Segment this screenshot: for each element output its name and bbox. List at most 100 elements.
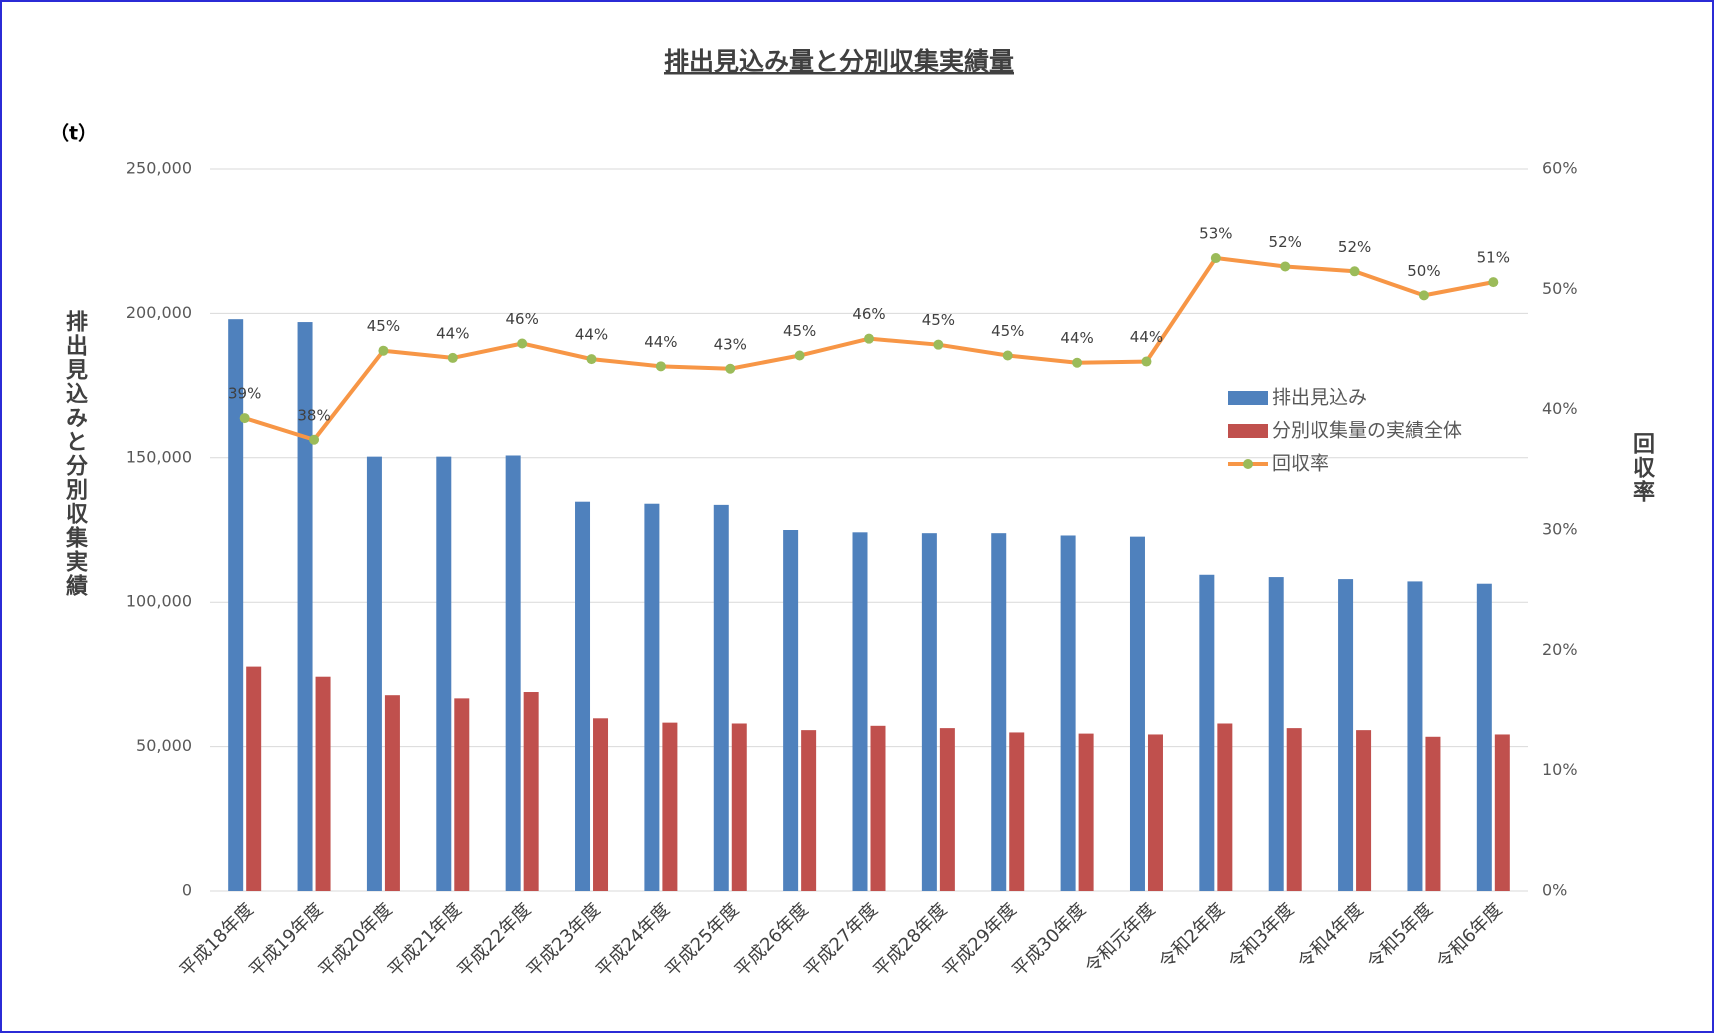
legend-label: 排出見込み (1272, 387, 1367, 409)
legend-label: 分別収集量の実績全体 (1272, 420, 1462, 442)
x-tick-label: 令和6年度 (1433, 899, 1507, 973)
data-label: 44% (1060, 329, 1093, 347)
bar (1217, 723, 1233, 891)
data-label: 44% (436, 324, 469, 342)
x-tick-label: 平成27年度 (800, 899, 882, 981)
data-label: 52% (1269, 233, 1302, 251)
y-tick-label: 200,000 (126, 303, 192, 322)
x-tick-label: 平成21年度 (384, 899, 466, 981)
bar (436, 456, 452, 891)
data-label: 45% (783, 322, 816, 340)
bar (1338, 579, 1354, 891)
data-label: 53% (1199, 225, 1232, 243)
x-tick-label: 平成25年度 (661, 899, 743, 981)
data-label: 44% (1130, 328, 1163, 346)
x-tick-label: 令和2年度 (1155, 899, 1229, 973)
y2-tick-label: 10% (1542, 760, 1578, 779)
x-tick-label: 平成22年度 (453, 899, 535, 981)
rate-marker (1349, 266, 1360, 277)
bar (384, 695, 400, 891)
rate-marker (447, 352, 458, 363)
rate-marker (378, 345, 389, 356)
x-tick-label: 令和3年度 (1224, 899, 1298, 973)
legend-label: 回収率 (1272, 453, 1329, 475)
rate-line (244, 256, 1494, 442)
x-tick-label: 平成24年度 (592, 899, 674, 981)
bar (246, 666, 262, 891)
bar (315, 676, 331, 891)
bar (523, 692, 539, 891)
y-tick-label: 100,000 (126, 592, 192, 611)
bar (921, 533, 937, 891)
bar (1147, 734, 1163, 891)
rate-marker (1280, 261, 1291, 272)
x-tick-label: 令和5年度 (1363, 899, 1437, 973)
rate-marker (586, 354, 597, 365)
rate-marker (309, 434, 320, 445)
bar (991, 533, 1007, 891)
bar (713, 504, 729, 891)
bar (1199, 574, 1215, 891)
bar (783, 530, 799, 891)
legend-swatch (1228, 424, 1268, 438)
data-label: 52% (1338, 238, 1371, 256)
data-label: 46% (505, 310, 538, 328)
data-label: 45% (991, 322, 1024, 340)
x-tick-label: 平成26年度 (731, 899, 813, 981)
x-tick-label: 令和元年度 (1081, 899, 1159, 977)
data-label: 51% (1477, 249, 1510, 267)
rate-marker (1418, 290, 1429, 301)
bar (1060, 535, 1076, 891)
rate-marker (794, 350, 805, 361)
bar (939, 728, 955, 891)
data-label: 44% (644, 333, 677, 351)
rate-marker (1002, 350, 1013, 361)
legend-marker (1243, 459, 1253, 469)
bar (297, 322, 313, 892)
x-tick-label: 平成29年度 (939, 899, 1021, 981)
x-tick-label: 平成19年度 (245, 899, 327, 981)
data-label: 39% (228, 385, 261, 403)
y-tick-label: 0 (182, 881, 192, 900)
x-tick-label: 平成18年度 (176, 899, 258, 981)
bar (228, 319, 244, 891)
chart-title: 排出見込み量と分別収集実績量 (664, 47, 1014, 76)
y-tick-label: 250,000 (126, 159, 192, 178)
bar (662, 722, 678, 891)
bar (870, 725, 886, 891)
bar (801, 730, 817, 891)
data-label: 38% (297, 406, 330, 424)
y-tick-label: 150,000 (126, 447, 192, 466)
y2-axis-title: 回収率 (1629, 432, 1654, 504)
rate-marker (1488, 277, 1499, 288)
rate-marker (1072, 357, 1083, 368)
bar (1009, 732, 1025, 891)
bar (593, 718, 609, 891)
x-tick-label: 令和4年度 (1294, 899, 1368, 973)
y2-tick-label: 50% (1542, 279, 1578, 298)
data-label: 46% (852, 305, 885, 323)
data-label: 45% (922, 311, 955, 329)
y-axis-title: 排出見込みと分別収集実績 (62, 310, 87, 598)
rate-marker (933, 339, 944, 350)
rate-marker (239, 413, 250, 424)
legend-swatch (1228, 391, 1268, 405)
bar (505, 455, 521, 891)
bar (575, 501, 591, 891)
y2-tick-label: 40% (1542, 399, 1578, 418)
x-tick-label: 平成30年度 (1008, 899, 1090, 981)
bar (1407, 581, 1423, 891)
unit-label: （t） (50, 122, 97, 145)
data-label: 44% (575, 326, 608, 344)
y2-tick-label: 20% (1542, 640, 1578, 659)
bar (644, 503, 660, 891)
bar (1129, 536, 1145, 891)
bar (366, 456, 382, 891)
bar (1494, 734, 1510, 891)
x-tick-label: 平成23年度 (523, 899, 605, 981)
y2-tick-label: 30% (1542, 520, 1578, 539)
x-tick-label: 平成20年度 (315, 899, 397, 981)
bar (1476, 583, 1492, 891)
rate-marker (517, 338, 528, 349)
rate-marker (864, 333, 874, 344)
